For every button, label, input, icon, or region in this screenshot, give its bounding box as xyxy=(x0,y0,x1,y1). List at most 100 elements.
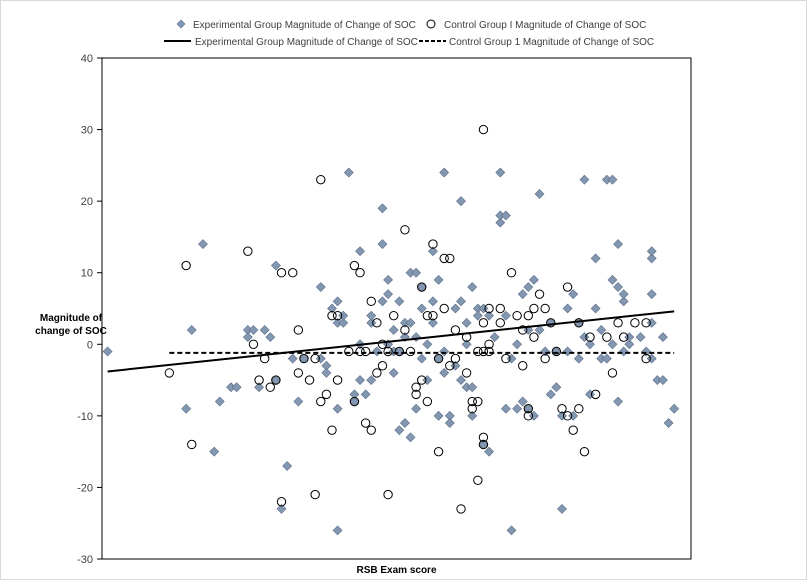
control-point-104 xyxy=(607,368,618,378)
experimental-point-12 xyxy=(259,325,270,335)
experimental-point-43 xyxy=(377,296,388,307)
experimental-point-10 xyxy=(248,325,259,335)
control-point-91 xyxy=(540,303,550,314)
experimental-point-56 xyxy=(399,332,410,343)
control-point-87 xyxy=(529,303,539,314)
experimental-point-64 xyxy=(416,353,427,364)
experimental-point-65 xyxy=(416,303,427,314)
control-point-108 xyxy=(641,353,651,364)
control-point-49 xyxy=(422,310,433,321)
control-point-97 xyxy=(568,425,578,435)
control-point-90 xyxy=(540,353,550,364)
experimental-point-142 xyxy=(607,274,618,285)
experimental-point-25 xyxy=(327,303,337,314)
control-point-12 xyxy=(293,325,304,335)
control-point-72 xyxy=(478,346,489,357)
control-point-11 xyxy=(288,268,298,278)
experimental-point-84 xyxy=(456,375,466,385)
experimental-point-4 xyxy=(181,403,192,414)
control-point-79 xyxy=(501,353,511,364)
experimental-point-45 xyxy=(377,203,388,214)
y-axis-ticks: -30 -20 -10 0 10 20 30 40 xyxy=(77,53,102,566)
y-tick-label-2: -10 xyxy=(77,411,93,423)
experimental-point-111 xyxy=(523,282,534,292)
experimental-point-32 xyxy=(343,167,354,178)
experimental-point-113 xyxy=(529,410,539,421)
control-point-40 xyxy=(388,310,399,321)
experimental-point-21 xyxy=(315,353,326,364)
control-point-34 xyxy=(372,368,382,378)
control-point-4 xyxy=(248,339,259,349)
control-point-36 xyxy=(377,339,388,349)
control-point-85 xyxy=(523,411,534,421)
experimental-point-7 xyxy=(231,382,242,393)
data-points xyxy=(102,124,680,536)
experimental-point-50 xyxy=(388,367,399,378)
experimental-point-160 xyxy=(658,332,668,343)
experimental-point-114 xyxy=(529,274,539,285)
control-point-53 xyxy=(433,353,444,364)
experimental-point-96 xyxy=(484,446,494,457)
experimental-point-133 xyxy=(585,339,595,350)
experimental-point-35 xyxy=(355,375,365,385)
experimental-point-54 xyxy=(394,425,405,436)
experimental-point-0 xyxy=(102,346,113,357)
experimental-point-47 xyxy=(383,274,394,285)
experimental-point-69 xyxy=(428,317,438,328)
control-point-24 xyxy=(332,375,343,385)
control-point-103 xyxy=(602,332,612,342)
control-point-39 xyxy=(383,489,393,500)
plot-area xyxy=(101,57,692,560)
control-point-25 xyxy=(344,346,354,357)
y-tick-label-1: -20 xyxy=(77,482,93,494)
experimental-point-155 xyxy=(646,246,657,257)
experimental-point-62 xyxy=(411,267,422,278)
control-point-52 xyxy=(428,310,438,321)
experimental-point-17 xyxy=(282,461,293,471)
experimental-point-159 xyxy=(658,375,668,385)
experimental-point-108 xyxy=(517,396,528,407)
experimental-point-55 xyxy=(399,418,410,428)
experimental-point-104 xyxy=(506,353,517,364)
experimental-point-44 xyxy=(377,239,388,250)
experimental-point-124 xyxy=(562,346,573,357)
control-point-100 xyxy=(579,446,590,457)
control-point-29 xyxy=(355,346,365,357)
control-point-38 xyxy=(383,346,393,357)
control-point-41 xyxy=(394,346,405,357)
experimental-point-100 xyxy=(495,167,506,178)
control-point-22 xyxy=(327,310,337,321)
experimental-point-101 xyxy=(500,210,511,221)
experimental-point-40 xyxy=(366,375,377,385)
experimental-point-80 xyxy=(450,303,461,314)
control-point-86 xyxy=(523,310,534,321)
experimental-point-42 xyxy=(371,346,382,357)
control-point-67 xyxy=(473,346,483,357)
control-point-51 xyxy=(428,239,438,249)
control-point-14 xyxy=(299,353,309,364)
experimental-point-27 xyxy=(332,296,343,307)
experimental-point-29 xyxy=(332,525,343,536)
control-point-59 xyxy=(450,325,461,335)
experimental-point-9 xyxy=(242,332,253,343)
control-point-57 xyxy=(445,253,455,264)
experimental-point-143 xyxy=(613,282,624,292)
experimental-point-154 xyxy=(646,253,657,264)
control-point-106 xyxy=(618,332,629,342)
experimental-point-19 xyxy=(293,396,304,407)
experimental-point-136 xyxy=(596,325,607,335)
control-point-28 xyxy=(355,268,365,278)
experimental-point-162 xyxy=(669,403,680,414)
experimental-point-73 xyxy=(433,274,444,285)
control-point-62 xyxy=(461,368,472,378)
control-point-56 xyxy=(439,303,449,314)
experimental-point-109 xyxy=(517,289,528,300)
control-point-1 xyxy=(181,260,191,271)
control-point-94 xyxy=(557,404,567,414)
experimental-point-3 xyxy=(209,446,220,457)
experimental-point-83 xyxy=(456,296,466,307)
control-point-35 xyxy=(372,318,382,328)
experimental-point-144 xyxy=(613,239,624,250)
control-point-101 xyxy=(585,332,595,342)
